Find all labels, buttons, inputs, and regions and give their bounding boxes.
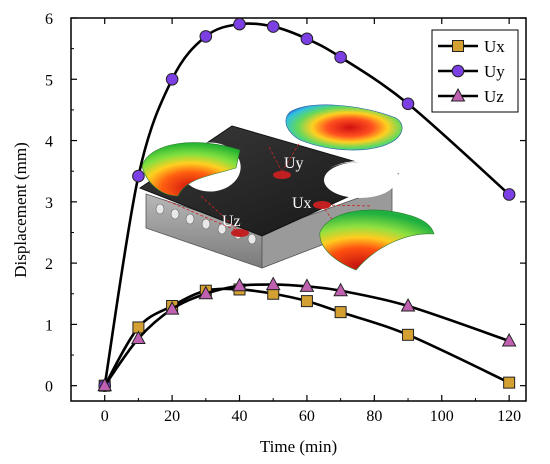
series-uy xyxy=(98,17,516,392)
point-uy xyxy=(165,72,179,86)
point-uy xyxy=(233,17,246,31)
point-uy xyxy=(132,169,145,183)
legend-marker-uy xyxy=(451,64,465,78)
x-tick-label: 100 xyxy=(430,408,454,425)
legend-label-uy: Uy xyxy=(484,62,505,81)
point-uy xyxy=(266,20,280,33)
inset-leader-lines xyxy=(164,141,373,233)
legend-marker-uz xyxy=(450,87,466,102)
series-uz xyxy=(97,276,517,392)
point-uy xyxy=(300,32,314,46)
y-axis: 0 1 2 3 4 5 6 xyxy=(45,11,526,396)
point-uz xyxy=(97,377,113,392)
x-tick-label: 40 xyxy=(232,408,248,425)
point-uy xyxy=(401,97,415,111)
legend-label-ux: Ux xyxy=(484,37,505,56)
inset-fe-model: Uy Ux Uz xyxy=(138,104,435,271)
x-tick-label: 120 xyxy=(497,408,521,425)
y-tick-label: 3 xyxy=(45,195,53,212)
point-uy xyxy=(334,50,347,64)
legend: Ux Uy Uz xyxy=(431,29,519,113)
legend-marker-ux xyxy=(452,40,464,52)
point-uy xyxy=(502,188,516,201)
x-tick-label: 60 xyxy=(299,408,315,425)
inset-contour-left xyxy=(141,142,241,197)
y-tick-label: 6 xyxy=(45,11,53,28)
point-uz xyxy=(501,332,517,347)
series-line-ux xyxy=(103,287,510,387)
inset-label-uz: Uz xyxy=(222,213,241,230)
point-ux xyxy=(300,295,313,308)
inset-label-ux: Ux xyxy=(292,195,312,212)
point-uy xyxy=(199,30,213,43)
x-axis: 0 20 40 60 80 100 120 xyxy=(70,18,521,425)
y-tick-label: 0 xyxy=(45,379,53,396)
legend-label-uz: Uz xyxy=(484,87,504,106)
x-axis-label: Time (min) xyxy=(260,437,337,456)
inset-contour-right xyxy=(319,209,435,271)
series-line-uz xyxy=(103,283,510,387)
series-ux xyxy=(98,283,516,392)
point-ux xyxy=(334,306,347,319)
point-uz xyxy=(265,276,281,291)
x-tick-label: 20 xyxy=(164,408,180,425)
inset-label-uy: Uy xyxy=(284,155,304,172)
point-uz xyxy=(198,285,214,300)
point-uz xyxy=(299,278,315,292)
series-layer xyxy=(97,17,517,392)
x-tick-label: 80 xyxy=(366,408,382,425)
y-tick-label: 2 xyxy=(45,256,53,273)
inset-contour-top xyxy=(285,104,403,151)
inset-hotspot-uz xyxy=(231,229,249,237)
point-uz xyxy=(333,282,348,297)
inset-hotspot-uy xyxy=(273,171,291,179)
point-uz xyxy=(164,301,180,315)
point-ux xyxy=(402,328,415,341)
point-ux xyxy=(503,376,516,389)
point-uz xyxy=(400,297,416,312)
y-tick-label: 1 xyxy=(45,317,53,334)
x-tick-label: 0 xyxy=(101,408,109,425)
inset-cutout-right-hole xyxy=(324,162,396,198)
y-tick-label: 5 xyxy=(45,72,53,89)
y-axis-label: Displacement (mm) xyxy=(11,142,30,278)
point-uz xyxy=(232,277,247,292)
y-tick-label: 4 xyxy=(45,134,53,151)
point-uz xyxy=(131,330,146,344)
plot-frame xyxy=(70,17,527,402)
